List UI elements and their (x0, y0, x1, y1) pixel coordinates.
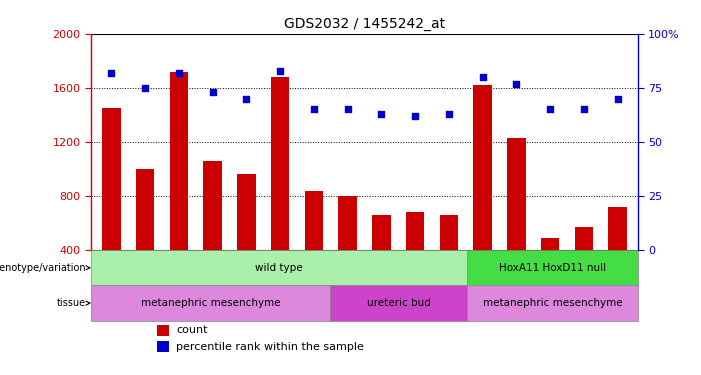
Text: wild type: wild type (255, 263, 303, 273)
Point (106, 70, 117, 76)
Bar (271, 77, 290, 250)
Bar (203, 161, 222, 250)
Title: GDS2032 / 1455242_at: GDS2032 / 1455242_at (284, 17, 445, 32)
Bar (467, 250, 638, 285)
Point (578, 106, 590, 112)
Text: metanephric mesenchyme: metanephric mesenchyme (483, 298, 622, 308)
Point (612, 96, 623, 102)
Bar (330, 285, 467, 321)
Bar (608, 207, 627, 250)
Point (207, 89, 218, 95)
Point (275, 68, 286, 74)
Point (342, 106, 353, 112)
Bar (575, 227, 593, 250)
Bar (339, 196, 357, 250)
Bar (157, 325, 169, 336)
Bar (102, 108, 121, 250)
Point (376, 111, 387, 117)
Bar (541, 238, 559, 250)
Bar (440, 215, 458, 250)
Text: HoxA11 HoxD11 null: HoxA11 HoxD11 null (499, 263, 606, 273)
Point (173, 70, 184, 76)
Text: percentile rank within the sample: percentile rank within the sample (176, 342, 364, 352)
Text: metanephric mesenchyme: metanephric mesenchyme (141, 298, 280, 308)
Bar (507, 138, 526, 250)
Point (139, 85, 151, 91)
Bar (91, 250, 467, 285)
Point (477, 74, 489, 80)
Bar (305, 190, 323, 250)
Text: tissue: tissue (57, 298, 90, 308)
Bar (406, 212, 424, 250)
Bar (467, 285, 638, 321)
Bar (157, 341, 169, 352)
Text: ureteric bud: ureteric bud (367, 298, 430, 308)
Point (409, 113, 421, 119)
Point (308, 106, 320, 112)
Point (443, 111, 454, 117)
Bar (136, 169, 154, 250)
Bar (473, 85, 492, 250)
Point (240, 96, 252, 102)
Text: count: count (176, 326, 207, 335)
Bar (237, 174, 256, 250)
Text: genotype/variation: genotype/variation (0, 263, 90, 273)
Bar (372, 215, 390, 250)
Bar (91, 285, 330, 321)
Bar (170, 72, 188, 250)
Point (511, 81, 522, 87)
Point (545, 106, 556, 112)
